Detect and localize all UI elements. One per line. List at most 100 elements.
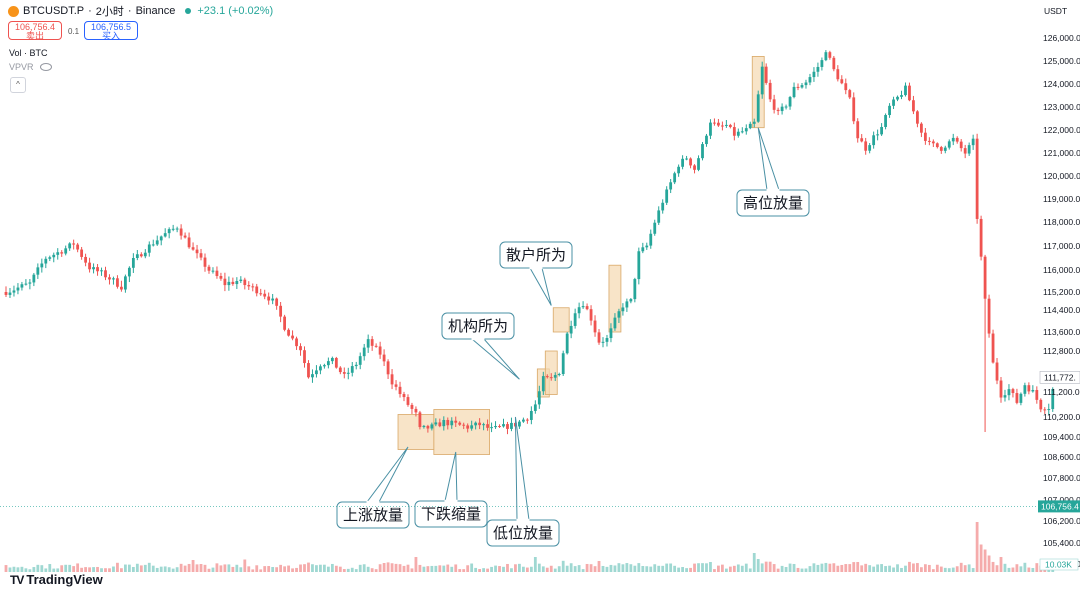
candle-body <box>589 309 593 321</box>
candle-body <box>812 71 816 78</box>
volume-bar <box>410 568 414 572</box>
callout-join <box>529 266 543 270</box>
volume-bar <box>76 563 80 572</box>
candle-body <box>876 134 880 136</box>
candle <box>394 380 398 391</box>
buy-button[interactable]: 106,756.5 买入 <box>84 21 138 41</box>
candle <box>1023 382 1027 397</box>
volume-bar <box>64 564 68 572</box>
volume-bar <box>1003 563 1007 572</box>
annotation-callout: 上涨放量 <box>336 446 410 529</box>
sell-button[interactable]: 106,756.4 卖出 <box>8 21 62 41</box>
candle-body <box>1011 389 1015 394</box>
candle <box>32 272 36 287</box>
volume-bar <box>8 567 12 572</box>
vpvr-indicator[interactable]: VPVR <box>9 62 52 72</box>
candle <box>681 155 684 170</box>
highlight-box <box>544 350 558 395</box>
volume-bar <box>709 562 712 572</box>
volume-bar <box>533 557 537 572</box>
volume-bar <box>605 566 609 572</box>
candle-body <box>585 306 589 310</box>
volume-bar <box>701 563 704 572</box>
candle-body <box>406 397 410 405</box>
candle-body <box>474 422 478 426</box>
candle <box>283 314 286 332</box>
volume-indicator-label[interactable]: Vol · BTC <box>9 48 48 58</box>
candle <box>776 107 780 116</box>
candle-body <box>744 128 748 132</box>
candle <box>16 283 20 295</box>
price-axis[interactable]: USDT 126,000.0 125,000.0 124,000.0 123,000.0… <box>0 6 1080 571</box>
candle <box>1043 407 1047 414</box>
candle <box>223 272 227 292</box>
volume-bar <box>299 564 302 572</box>
price-tick-label: 110,200.0 <box>1043 412 1080 422</box>
volume-bar <box>1007 567 1011 572</box>
candle <box>533 400 537 414</box>
candle-body <box>832 57 836 70</box>
candle <box>486 419 489 431</box>
candle <box>1003 389 1007 402</box>
tradingview-logo[interactable]: TV TradingView <box>10 572 103 587</box>
symbol-name[interactable]: BTCUSDT.P <box>23 5 85 17</box>
candle <box>975 133 979 224</box>
volume-bar <box>860 565 864 572</box>
volume-bar <box>681 567 684 572</box>
candle <box>370 336 374 351</box>
price-tick-label: 112,800.0 <box>1043 346 1080 356</box>
candle-body <box>494 426 497 428</box>
candle <box>60 250 64 257</box>
candle <box>295 336 298 350</box>
candle-body <box>426 425 430 429</box>
volume-bar <box>697 563 700 572</box>
candle <box>951 133 955 146</box>
volume-bar <box>836 565 840 572</box>
volume-bar <box>422 566 426 572</box>
volume-bar <box>342 569 346 572</box>
volume-bar <box>597 561 601 572</box>
candle-body <box>669 182 673 190</box>
volume-bar <box>637 563 641 572</box>
volume-bar <box>426 566 430 572</box>
candle-body <box>151 244 155 246</box>
volume-bar <box>307 562 310 572</box>
candle <box>454 416 458 427</box>
candle <box>689 157 692 169</box>
price-tick-label: 117,000.0 <box>1043 241 1080 251</box>
volume-bar <box>840 564 844 572</box>
candle-body <box>167 229 171 234</box>
candle-body <box>963 148 967 154</box>
candle-body <box>72 243 76 245</box>
candle <box>80 246 84 260</box>
price-change: +23.1 (+0.02%) <box>197 5 274 17</box>
candle-body <box>892 99 895 106</box>
volume-bar <box>239 567 243 572</box>
candle <box>502 418 505 428</box>
candle-body <box>434 422 438 425</box>
candle-body <box>693 165 696 170</box>
candle <box>24 279 28 286</box>
candle-body <box>4 292 8 295</box>
chevron-up-icon[interactable]: ^ <box>10 77 26 93</box>
volume-max-label: 10.03K <box>1045 560 1072 570</box>
candle-body <box>462 424 466 426</box>
candle-body <box>187 237 191 248</box>
candle <box>828 50 832 60</box>
candle-body <box>303 350 306 364</box>
candle-body <box>573 313 577 326</box>
volume-bar <box>199 564 203 572</box>
candle-body <box>68 243 72 249</box>
candle-body <box>864 141 868 151</box>
candle <box>28 279 32 290</box>
candle <box>995 358 999 385</box>
volume-bar <box>16 567 20 572</box>
candle <box>52 252 56 263</box>
eye-icon[interactable] <box>39 63 52 71</box>
interval-label[interactable]: 2小时 <box>95 6 124 18</box>
candle <box>657 206 661 225</box>
candle <box>127 266 131 283</box>
volume-bar <box>183 565 187 572</box>
candle <box>56 248 60 260</box>
